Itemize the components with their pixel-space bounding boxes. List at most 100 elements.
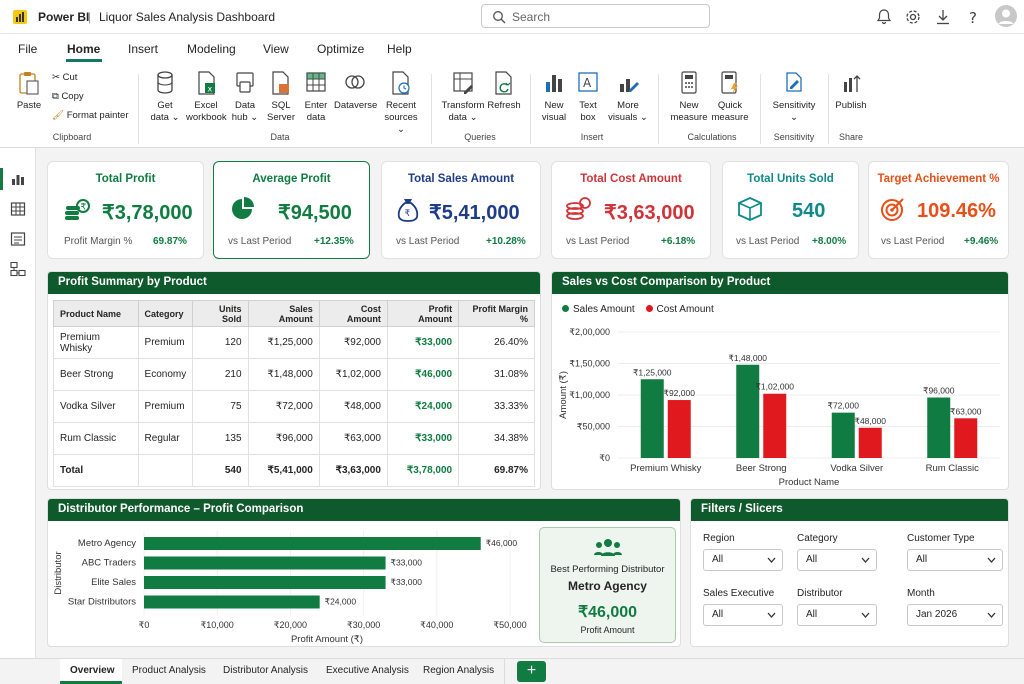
refresh-button[interactable]: Refresh [487,70,521,112]
profit-summary-panel[interactable]: Profit Summary by Product Product Name C… [47,271,541,490]
category-dropdown[interactable]: All [797,549,877,571]
paste-button[interactable]: Paste [12,70,46,112]
month-dropdown[interactable]: Jan 2026 [907,604,1003,626]
new-measure-button[interactable]: New measure [668,70,710,124]
report-view-icon[interactable] [10,171,26,187]
filter-label: Customer Type [907,533,975,544]
text-box-button[interactable]: A Text box [574,70,602,124]
kpi-card-total-cost-amount[interactable]: Total Cost Amount ₹3,63,000 vs Last Peri… [551,161,711,259]
data-label: ₹72,000 [828,401,860,411]
data-label: ₹33,000 [391,558,423,568]
bar-profit [144,537,481,550]
column-header[interactable]: Profit Margin % [458,300,535,327]
recent-sources-button[interactable]: Recent sources ⌄ [380,70,422,136]
distributor-dropdown[interactable]: All [797,604,877,626]
kpi-card-total-units-sold[interactable]: Total Units Sold 540 vs Last Period +8.0… [722,161,859,259]
user-avatar[interactable] [995,5,1017,27]
menu-tab-file[interactable]: File [18,42,38,56]
table-row[interactable]: Vodka Silver Premium 75 ₹72,000 ₹48,000 … [53,390,535,423]
data-hub-button[interactable]: Data hub ⌄ [230,70,260,124]
sales-vs-cost-chart[interactable]: ₹0 ₹50,000 ₹1,00,000 ₹1,50,000 ₹2,00,000 Amou… [552,320,1009,490]
table-cell: ₹5,41,000 [247,454,320,487]
page-tab-overview[interactable]: Overview [60,659,126,684]
help-icon[interactable]: ? [964,8,982,26]
model-view-icon[interactable] [10,261,26,277]
menu-tab-home[interactable]: Home [67,42,101,56]
get-data-button[interactable]: Get data ⌄ [148,70,182,124]
column-header[interactable]: Product Name [53,300,139,327]
column-header[interactable]: Sales Amount [247,300,320,327]
menu-tab-help[interactable]: Help [387,42,412,56]
column-header[interactable]: Profit Amount [386,300,460,327]
column-header[interactable]: Category [137,300,194,327]
best-distributor-card[interactable]: Best Performing Distributor Metro Agency… [539,527,676,643]
publish-button[interactable]: Publish [834,70,868,112]
x-tick-label: ₹50,000 [493,620,526,630]
menu-tab-modeling[interactable]: Modeling [187,42,236,56]
dataverse-button[interactable]: Dataverse [334,70,377,112]
new-visual-label-2: visual [541,112,567,123]
y-tick-label: ₹1,00,000 [569,390,610,400]
dropdown-value: Jan 2026 [916,609,958,620]
paste-label: Paste [16,100,42,111]
sales-vs-cost-panel[interactable]: Sales vs Cost Comparison by Product Sale… [551,271,1009,490]
group-sensitivity: Sensitivity [773,132,815,142]
table-cell: Premium [137,326,194,359]
bell-icon[interactable] [875,8,893,26]
svg-text:₹: ₹ [405,209,411,219]
page-tab-executive-analysis[interactable]: Executive Analysis [316,659,420,684]
kpi-delta: +10.28% [486,236,526,247]
customer-type-dropdown[interactable]: All [907,549,1003,571]
chevron-down-icon: ⌄ [790,112,798,123]
table-view-icon[interactable] [10,201,26,217]
cut-button[interactable]: ✂ Cut [52,72,77,83]
paste-icon [19,72,39,95]
table-cell: 120 [192,326,249,359]
table-grid-icon [306,72,326,92]
sql-label-2: Server [267,112,295,123]
download-icon[interactable] [934,8,952,26]
chevron-down-icon: ⌄ [466,112,478,123]
quick-measure-button[interactable]: Quick measure [710,70,750,124]
excel-workbook-button[interactable]: x Excel workbook [186,70,227,124]
menu-tab-optimize[interactable]: Optimize [317,42,365,56]
kpi-card-total-sales-amount[interactable]: Total Sales Amount ₹ ₹5,41,000 vs Last P… [381,161,541,259]
copy-button[interactable]: ⧉ Copy [52,91,84,102]
page-tab-region-analysis[interactable]: Region Analysis [413,659,506,684]
transform-data-button[interactable]: Transform data ⌄ [440,70,486,124]
table-row[interactable]: Rum Classic Regular 135 ₹96,000 ₹63,000 … [53,422,535,455]
bar-profit [144,595,320,609]
table-row[interactable]: Premium Whisky Premium 120 ₹1,25,000 ₹92… [53,326,535,359]
column-header[interactable]: Cost Amount [318,300,388,327]
page-tab-distributor-analysis[interactable]: Distributor Analysis [213,659,320,684]
more-visuals-button[interactable]: More visuals ⌄ [608,70,648,124]
legend-item-cost[interactable]: Cost Amount [645,304,714,315]
enter-data-button[interactable]: Enter data [301,70,331,124]
distributor-chart[interactable]: ₹0 ₹10,000 ₹20,000 ₹30,000 ₹40,000 ₹50,000 Met… [48,523,538,647]
sales-executive-dropdown[interactable]: All [703,604,783,626]
search-box[interactable]: Search [481,4,710,28]
new-visual-button[interactable]: New visual [538,70,570,124]
dax-query-view-icon[interactable] [10,231,26,247]
region-dropdown[interactable]: All [703,549,783,571]
sql-server-button[interactable]: SQL Server [266,70,296,124]
more-visuals-label-2: visuals [608,112,638,123]
menu-tab-insert[interactable]: Insert [128,42,159,56]
table-cell: 33.33% [458,390,535,423]
table-row[interactable]: Beer Strong Economy 210 ₹1,48,000 ₹1,02,… [53,358,535,391]
sensitivity-button[interactable]: Sensitivity ⌄ [768,70,820,124]
legend-item-sales[interactable]: Sales Amount [562,304,635,315]
page-tab-product-analysis[interactable]: Product Analysis [122,659,217,684]
y-tick-label: Star Distributors [68,597,136,608]
kpi-card-target-achievement[interactable]: Target Achievement % 109.46% vs Last Per… [868,161,1009,259]
column-header[interactable]: Units Sold [192,300,249,327]
gear-icon[interactable] [904,8,922,26]
y-tick-label: ABC Traders [82,558,137,569]
kpi-card-total-profit[interactable]: Total Profit ₹ ₹3,78,000 Profit Margin %… [47,161,204,259]
menu-tab-view[interactable]: View [263,42,289,56]
chevron-down-icon: ⌄ [637,112,648,123]
x-axis-title: Profit Amount (₹) [291,634,363,645]
add-page-button[interactable]: + [517,661,546,682]
kpi-card-average-profit[interactable]: Average Profit ₹94,500 vs Last Period +1… [213,161,370,259]
format-painter-button[interactable]: 🖌 Format painter [52,110,128,121]
